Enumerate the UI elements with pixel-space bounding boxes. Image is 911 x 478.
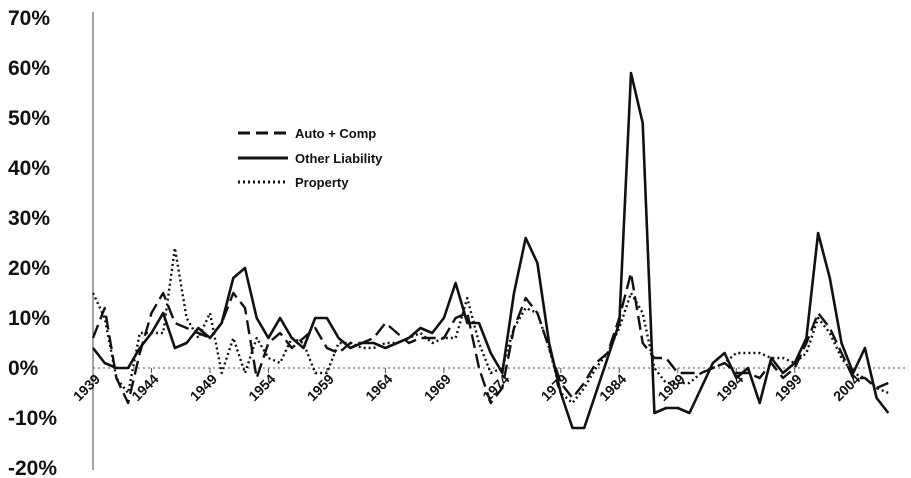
y-tick-label: 10% (8, 307, 50, 330)
y-axis: 70% 60% 50% 40% 30% 20% 10% 0% -10% -20% (8, 7, 94, 478)
x-tick-label: 1944 (128, 371, 161, 404)
x-axis: 1939 1944 1949 1954 1959 1964 1969 1974 1979 1984… (70, 367, 905, 404)
series-line-other-liability (91, 71, 890, 430)
x-tick-label: 1989 (655, 371, 688, 404)
x-tick-label: 1949 (187, 371, 220, 404)
legend: Auto + Comp Other Liability Property (238, 126, 383, 190)
y-tick-label: 50% (8, 107, 50, 130)
y-tick-label: 70% (8, 7, 50, 30)
y-tick-label: 0% (8, 357, 39, 380)
y-tick-label: 30% (8, 207, 50, 230)
x-tick-label: 1974 (479, 371, 512, 404)
x-tick-label: 1994 (713, 371, 746, 404)
x-tick-label: 1979 (538, 371, 571, 404)
y-tick-label: 40% (8, 157, 50, 180)
x-tick-label: 1959 (304, 371, 337, 404)
x-tick-label: 2004 (830, 371, 863, 404)
y-tick-label: -20% (8, 457, 57, 478)
y-tick-label: -10% (8, 407, 57, 430)
x-tick-label: 1964 (362, 371, 395, 404)
x-tick-label: 1969 (421, 371, 454, 404)
x-tick-label: 1954 (245, 371, 278, 404)
series-line-property (91, 246, 889, 405)
x-tick-label: 1999 (772, 371, 805, 404)
legend-label: Property (295, 175, 349, 190)
y-tick-label: 60% (8, 57, 50, 80)
legend-label: Auto + Comp (295, 126, 376, 141)
series-layer (91, 71, 890, 430)
legend-label: Other Liability (295, 151, 383, 166)
y-tick-label: 20% (8, 257, 50, 280)
x-tick-label: 1939 (70, 371, 103, 404)
